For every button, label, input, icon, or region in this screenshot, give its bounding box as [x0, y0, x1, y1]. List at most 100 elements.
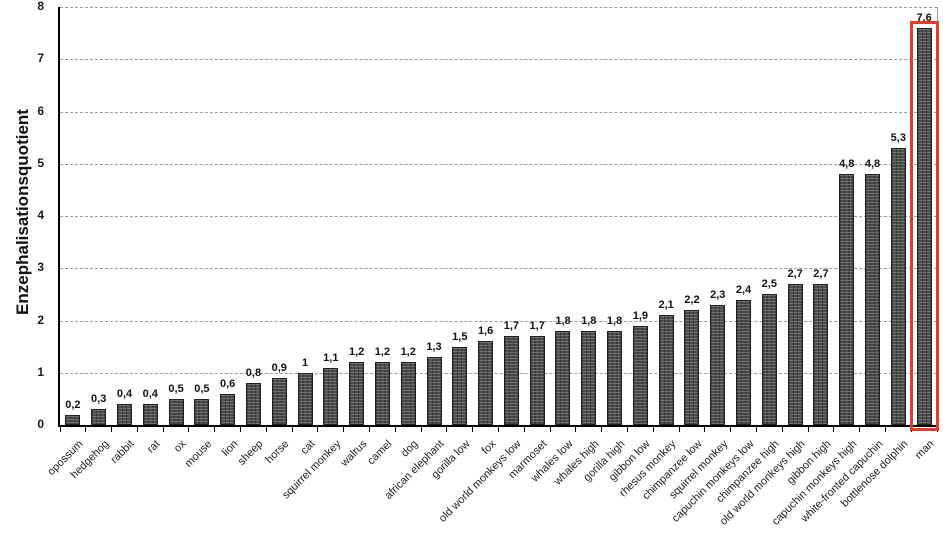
x-tick: [317, 427, 319, 432]
gridline-7: [60, 59, 937, 61]
plot-area: 0,2 0,3 0,4 0,4 0,5 0,5 0,6 0,8 0,9 1 1,1 1,2 1,2 1,2…: [45, 7, 939, 528]
highlight-box-man: [909, 20, 939, 431]
bar-capuchin-monkeys-high: [839, 174, 855, 425]
bar-chimpanzee-low: [684, 310, 700, 425]
bar-value-label: 1,2: [348, 346, 365, 359]
bar-whales-low: [555, 330, 571, 425]
y-tick-label-1: 1: [37, 364, 44, 379]
x-tick: [884, 427, 886, 432]
bar-value-label: 4,8: [839, 158, 855, 171]
gridline-5: [60, 163, 937, 165]
x-tick: [111, 427, 113, 432]
gridline-1: [60, 372, 937, 374]
bar-value-label: 0,2: [65, 398, 81, 411]
bar-value-label: 2,7: [787, 267, 803, 280]
gridline-2: [60, 320, 937, 322]
x-tick: [549, 427, 551, 432]
bar-walrus: [349, 362, 365, 425]
bar-gibbon-high: [813, 283, 829, 425]
x-tick: [59, 427, 61, 432]
bar-old-world-monkeys-high: [787, 283, 803, 425]
x-tick: [136, 427, 138, 432]
gridline-8: [60, 7, 937, 8]
x-tick: [291, 427, 293, 432]
x-tick: [626, 427, 628, 432]
bar-squirrel-monkey: [710, 304, 726, 425]
x-axis-line: [58, 425, 938, 427]
x-label-cat: cat: [299, 434, 324, 457]
bar-ox: [168, 398, 184, 425]
bar-value-label: 2,2: [684, 294, 700, 307]
bar-value-label: 1,8: [555, 314, 571, 327]
bar-horse: [271, 377, 287, 425]
x-tick: [162, 427, 164, 432]
bar-value-label: 2,7: [813, 267, 829, 280]
gridline-4: [60, 216, 937, 217]
bar-capuchin-monkeys-low: [736, 299, 752, 425]
x-tick: [343, 427, 345, 432]
bar-value-label: 2,5: [761, 278, 777, 291]
bar-gibbon-low: [632, 325, 648, 425]
x-tick: [85, 427, 87, 432]
gridline-6: [60, 111, 937, 113]
x-tick: [446, 427, 448, 432]
bar-value-label: 1,2: [374, 346, 391, 359]
bar-value-label: 2,4: [735, 283, 752, 296]
x-label-rat: rat: [145, 434, 167, 456]
x-tick: [678, 427, 680, 432]
bar-value-label: 0,9: [271, 361, 287, 374]
bar-value-label: 1,8: [581, 314, 597, 327]
bar-bottlenose-dolphin: [890, 148, 906, 425]
bar-sheep: [245, 383, 261, 425]
x-label-ox: ox: [172, 434, 192, 455]
y-tick-label-8: 8: [37, 0, 44, 13]
x-tick: [601, 427, 603, 432]
bar-value-label: 0,3: [91, 393, 107, 406]
x-tick: [472, 427, 474, 432]
x-tick: [394, 427, 396, 432]
x-tick: [214, 427, 216, 432]
y-axis-title: Enzephalisationsquotient: [13, 109, 32, 315]
bar-gorilla-high: [607, 330, 623, 425]
x-tick: [755, 427, 757, 432]
bar-value-label: 0,5: [168, 382, 184, 395]
bar-value-label: 4,8: [864, 158, 881, 171]
bar-fox: [478, 341, 494, 425]
bar-value-label: 0,5: [194, 382, 210, 395]
bar-camel: [374, 362, 390, 425]
x-tick: [704, 427, 706, 432]
x-tick: [730, 427, 732, 432]
bar-lion: [220, 393, 236, 425]
bar-rhesus-monkey: [658, 315, 674, 425]
bar-value-label: 1,7: [503, 320, 520, 333]
bar-value-label: 1,1: [323, 351, 339, 364]
gridline-3: [60, 268, 937, 270]
bar-value-label: 5,3: [890, 132, 906, 145]
x-label-man: man: [913, 434, 943, 462]
bar-value-label: 1,8: [606, 314, 623, 327]
bar-value-label: 2,1: [658, 299, 674, 312]
bar-rabbit: [116, 404, 132, 425]
bar-value-label: 0,4: [116, 388, 133, 401]
y-axis-line: [58, 7, 60, 427]
bar-hedgehog: [91, 409, 107, 425]
bar-value-label: 0,6: [220, 377, 236, 390]
x-tick: [498, 427, 499, 432]
x-tick: [833, 427, 835, 432]
y-tick-label-7: 7: [37, 51, 44, 66]
x-label-text: ox: [171, 438, 189, 455]
bar-old-world-monkeys-low: [503, 336, 519, 425]
bar-chimpanzee-high: [761, 294, 777, 425]
x-tick: [781, 427, 783, 432]
x-tick: [420, 427, 422, 432]
bar-whales-high: [581, 330, 597, 425]
x-tick: [807, 427, 809, 432]
bar-value-label: 1,9: [632, 309, 648, 322]
x-tick: [575, 427, 577, 432]
x-tick: [859, 427, 861, 432]
bar-value-label: 0,8: [245, 367, 262, 380]
bar-marmoset: [529, 336, 545, 425]
x-tick: [188, 427, 190, 432]
bar-value-label: 1,3: [426, 341, 442, 354]
